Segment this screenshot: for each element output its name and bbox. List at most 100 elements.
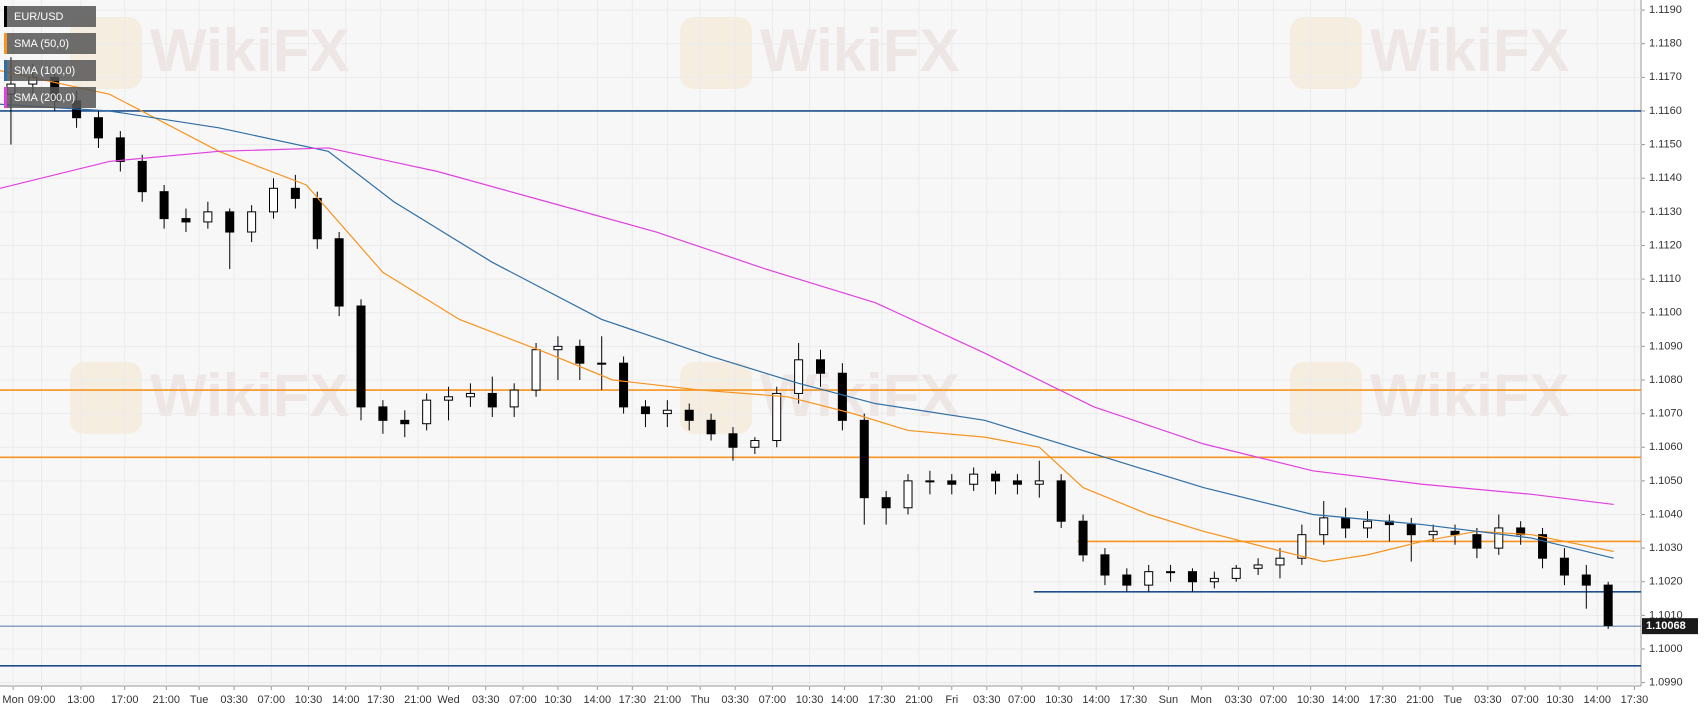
- candle-body: [1034, 480, 1044, 485]
- sma-line: [0, 103, 1614, 559]
- candle-body: [1100, 554, 1110, 576]
- x-tick-label: 03:30: [472, 694, 500, 706]
- x-tick-label: Tue: [190, 694, 209, 706]
- candle-body: [1166, 571, 1176, 574]
- candle-body: [1406, 524, 1416, 536]
- x-tick-label: 10:30: [295, 694, 323, 706]
- candle-body: [1516, 527, 1526, 536]
- candle-body: [947, 480, 957, 485]
- candle-body: [290, 187, 300, 199]
- y-tick-label: 1.1160: [1649, 105, 1682, 117]
- candle-body: [1538, 534, 1548, 559]
- candle-body: [334, 238, 344, 307]
- x-tick-label: 14:00: [1082, 694, 1110, 706]
- y-tick-label: 1.1020: [1649, 576, 1683, 588]
- candle-body: [728, 433, 738, 448]
- x-tick-label: 10:30: [544, 694, 572, 706]
- watermark: WikiFX: [150, 362, 349, 429]
- candle-body: [487, 392, 497, 408]
- y-tick-label: 1.1070: [1649, 408, 1683, 420]
- candle-body: [422, 399, 432, 425]
- candle-body: [509, 389, 519, 408]
- candle-body: [159, 191, 169, 220]
- watermark-logo: [680, 17, 752, 89]
- x-tick-label: 07:00: [759, 694, 787, 706]
- y-tick-label: 1.1030: [1649, 542, 1683, 554]
- x-tick-label: 17:30: [868, 694, 896, 706]
- candle-body: [859, 419, 869, 499]
- y-tick-label: 1.1080: [1649, 374, 1683, 386]
- y-tick-label: 1.0990: [1649, 677, 1683, 689]
- candle-body: [1581, 574, 1591, 586]
- candle-body: [1122, 574, 1132, 586]
- x-tick-label: 10:30: [1546, 694, 1574, 706]
- watermark: WikiFX: [760, 17, 959, 84]
- x-tick-label: 17:30: [367, 694, 395, 706]
- x-tick-label: 10:30: [796, 694, 824, 706]
- y-tick-label: 1.1100: [1649, 307, 1682, 319]
- x-tick-label: 07:00: [1008, 694, 1036, 706]
- candle-body: [969, 473, 979, 485]
- x-tick-label: 14:00: [1332, 694, 1360, 706]
- candle-body: [881, 497, 891, 509]
- candle-body: [1012, 480, 1022, 485]
- x-tick-label: 03:30: [1225, 694, 1253, 706]
- candle-body: [991, 473, 1001, 482]
- legend-swatch: [4, 60, 7, 81]
- watermark: WikiFX: [150, 17, 349, 84]
- candle-body: [925, 480, 935, 483]
- x-tick-label: 03:30: [973, 694, 1001, 706]
- x-tick-label: Mon: [1191, 694, 1212, 706]
- candle-body: [225, 211, 235, 233]
- candle-body: [378, 406, 388, 421]
- candle-body: [1494, 527, 1504, 549]
- candle-body: [597, 362, 607, 365]
- x-tick-label: Fri: [945, 694, 958, 706]
- watermark: WikiFX: [1370, 362, 1569, 429]
- legend-box: [4, 87, 96, 108]
- candle-body: [1472, 534, 1482, 549]
- candle-body: [772, 392, 782, 442]
- last-price-label: 1.10068: [1646, 620, 1686, 632]
- x-tick-label: 21:00: [404, 694, 432, 706]
- candle-body: [1231, 567, 1241, 579]
- candle-body: [794, 359, 804, 394]
- candle-body: [1341, 517, 1351, 529]
- y-tick-label: 1.1190: [1649, 4, 1682, 16]
- candle-body: [640, 406, 650, 415]
- x-tick-label: 07:00: [1260, 694, 1288, 706]
- x-tick-label: 07:00: [509, 694, 537, 706]
- candle-body: [465, 392, 475, 398]
- x-tick-label: 09:00: [28, 694, 56, 706]
- legend-swatch: [4, 33, 7, 54]
- x-tick-label: 21:00: [905, 694, 933, 706]
- watermark: WikiFX: [1370, 17, 1569, 84]
- x-tick-label: 07:00: [258, 694, 286, 706]
- candle-body: [816, 359, 825, 374]
- candle-body: [203, 211, 213, 223]
- candle-body: [312, 197, 322, 240]
- candle-body: [1319, 517, 1329, 536]
- candle-body: [137, 160, 147, 193]
- candle-body: [662, 409, 672, 415]
- y-tick-label: 1.1140: [1649, 172, 1682, 184]
- candle-body: [903, 480, 913, 509]
- candle-body: [619, 362, 629, 408]
- candle-body: [1187, 571, 1197, 583]
- candle-body: [1297, 534, 1307, 559]
- candle-body: [1144, 571, 1154, 586]
- x-tick-label: 03:30: [220, 694, 248, 706]
- candle-body: [1450, 530, 1460, 536]
- x-tick-label: Tue: [1444, 694, 1463, 706]
- x-tick-label: 14:00: [332, 694, 360, 706]
- sma-line: [0, 147, 1614, 506]
- sma-line: [0, 70, 1614, 563]
- x-tick-label: 10:30: [1297, 694, 1325, 706]
- legend-box: [4, 60, 96, 81]
- candle-body: [684, 409, 694, 421]
- candle-body: [356, 305, 366, 408]
- y-tick-label: 1.1120: [1649, 239, 1682, 251]
- candle-body: [531, 349, 541, 391]
- candle-body: [444, 396, 454, 401]
